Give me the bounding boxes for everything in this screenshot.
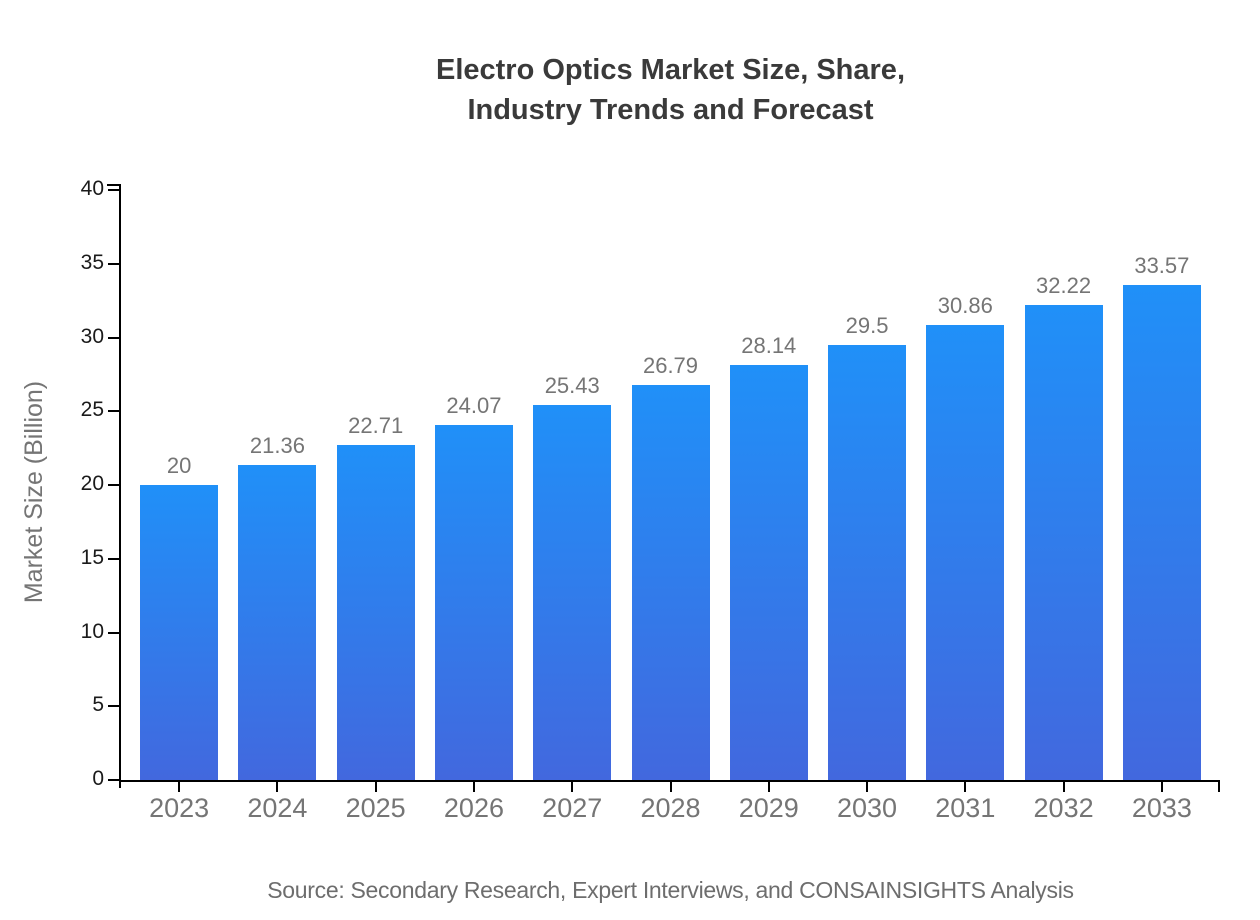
x-tick-label: 2029 (738, 793, 799, 823)
y-tick-label: 35 (80, 250, 104, 274)
x-tick-label: 2027 (542, 793, 603, 823)
bar (238, 464, 317, 780)
bar-value-label: 30.86 (937, 292, 993, 318)
y-tick-mark (108, 631, 121, 634)
bar (336, 445, 415, 780)
y-tick-label: 10 (80, 619, 104, 643)
y-tick-mark (108, 189, 121, 191)
y-tick-mark (108, 262, 121, 265)
x-tick-label: 2031 (935, 793, 996, 823)
chart-title-line-1: Electro Optics Market Size, Share, (435, 54, 905, 86)
x-tick-mark (1160, 782, 1163, 792)
y-tick-mark (108, 557, 121, 560)
bar-value-label: 24.07 (446, 392, 502, 418)
bar-value-label: 25.43 (544, 372, 600, 398)
y-tick-label: 0 (92, 767, 104, 790)
bar-value-label: 28.14 (741, 332, 797, 358)
x-tick-mark (276, 782, 279, 792)
y-tick-label: 5 (92, 693, 104, 717)
y-tick-label: 15 (80, 545, 104, 569)
bar (140, 485, 219, 780)
y-tick-label: 30 (80, 324, 104, 348)
bar-value-label: 22.71 (348, 413, 404, 439)
x-tick-mark (866, 782, 869, 792)
x-tick-label: 2024 (247, 793, 308, 823)
bar-value-label: 26.79 (642, 352, 699, 378)
y-tick-label: 25 (80, 398, 104, 422)
x-tick-mark (571, 782, 574, 792)
y-tick-mark (108, 410, 121, 413)
bar (926, 324, 1005, 780)
bar (533, 404, 612, 780)
x-tick-mark (1062, 782, 1065, 792)
y-axis-line (119, 184, 121, 788)
bar-value-label: 29.5 (845, 312, 889, 338)
y-tick-mark (108, 336, 121, 339)
bar-value-label: 33.57 (1134, 252, 1190, 278)
x-axis-line (119, 780, 1220, 782)
bar-value-label: 21.36 (249, 432, 305, 458)
x-tick-label: 2023 (149, 793, 210, 823)
bar (631, 384, 710, 780)
x-tick-label: 2025 (345, 793, 406, 823)
bar-value-label: 20 (166, 453, 192, 478)
x-tick-label: 2028 (640, 793, 701, 823)
x-tick-mark (374, 782, 377, 792)
x-axis-end-tick (1218, 782, 1220, 792)
y-tick-label: 40 (80, 177, 104, 200)
x-tick-label: 2030 (836, 793, 898, 823)
bar (1024, 304, 1103, 780)
x-tick-label: 2032 (1033, 793, 1094, 823)
bar (434, 424, 513, 780)
x-tick-mark (472, 782, 475, 792)
y-axis-top-cap (107, 184, 121, 186)
x-tick-mark (178, 782, 181, 792)
x-tick-label: 2033 (1131, 793, 1192, 823)
y-tick-mark (108, 779, 121, 781)
y-tick-mark (108, 705, 121, 708)
y-tick-label: 20 (80, 472, 104, 495)
x-tick-label: 2026 (443, 793, 504, 823)
bar (828, 344, 907, 780)
bar (729, 364, 808, 780)
y-tick-mark (108, 484, 121, 486)
x-tick-mark (767, 782, 770, 792)
chart-title-line-2: Industry Trends and Forecast (467, 94, 874, 126)
chart-title: Electro Optics Market Size, Share, Indus… (121, 50, 1220, 130)
x-tick-mark (964, 782, 967, 792)
x-tick-mark (669, 782, 672, 792)
source-note: Source: Secondary Research, Expert Inter… (267, 877, 1074, 903)
bar (1122, 284, 1201, 780)
bar-value-label: 32.22 (1036, 272, 1092, 298)
